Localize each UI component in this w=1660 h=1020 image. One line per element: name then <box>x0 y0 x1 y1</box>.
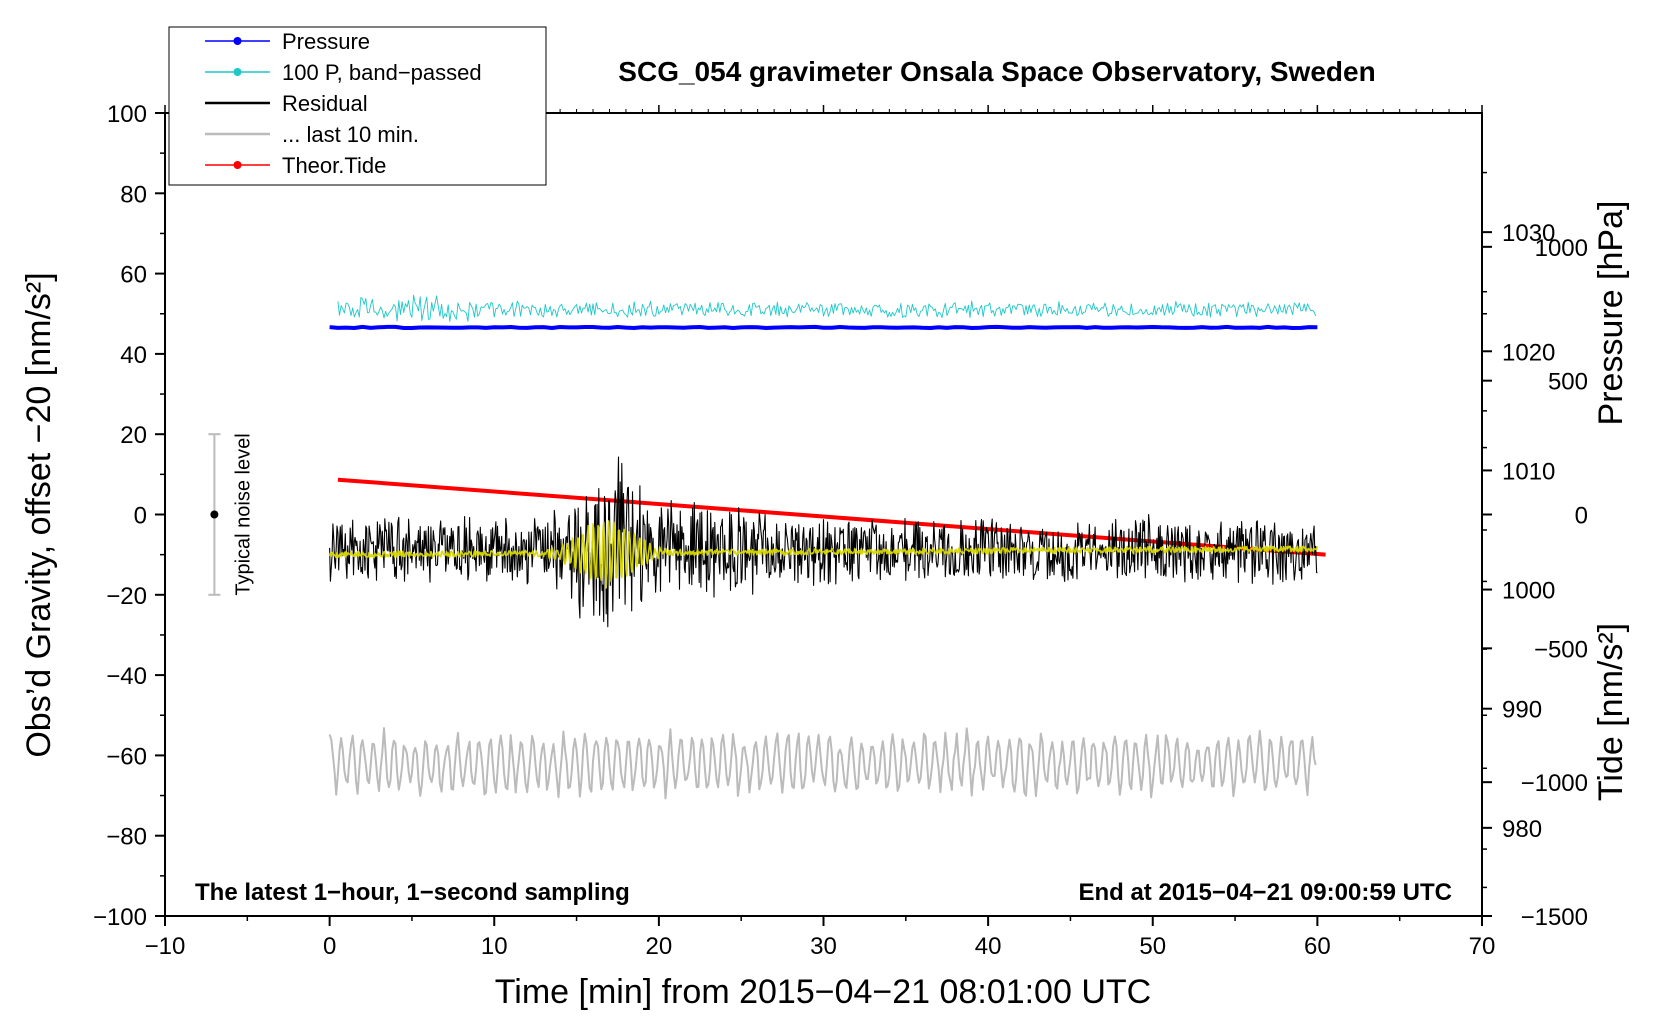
legend-marker <box>233 161 242 169</box>
x-tick-label: −10 <box>145 933 186 960</box>
legend-label: Residual <box>282 91 368 116</box>
noise-bar-label: Typical noise level <box>232 433 254 595</box>
noise-bar-dot <box>210 510 219 519</box>
x-tick-label: 10 <box>481 933 508 960</box>
legend-marker <box>233 37 242 45</box>
y-axis-tide: −1500 −1000 −500 0 500 1000 <box>1482 235 1588 931</box>
pressure-tick-label: 980 <box>1502 816 1542 843</box>
y-axis-pressure: 980 990 1000 1010 1020 1030 <box>1482 171 1555 889</box>
pressure-tick-label: 990 <box>1502 697 1542 724</box>
pressure-tick-label: 1000 <box>1502 578 1555 605</box>
noise-level-indicator: Typical noise level <box>208 433 254 596</box>
chart-title: SCG_054 gravimeter Onsala Space Observat… <box>618 56 1375 87</box>
legend-label: ... last 10 min. <box>282 122 419 147</box>
tide-tick-label: 500 <box>1548 369 1588 396</box>
y-tick-label: −60 <box>106 743 147 770</box>
x-tick-label: 20 <box>646 933 673 960</box>
tide-tick-label: 0 <box>1575 503 1588 530</box>
y-tick-label: 40 <box>120 342 147 369</box>
x-tick-label: 30 <box>810 933 837 960</box>
y-axis-left: −100 −80 −60 −40 −20 0 20 40 60 80 100 <box>93 101 165 931</box>
y-tick-label: −100 <box>93 904 147 931</box>
x-axis: −10 0 10 20 30 40 50 60 70 <box>145 105 1496 960</box>
legend-label: Pressure <box>282 29 370 54</box>
series-residual <box>329 456 1318 628</box>
y-tick-label: 80 <box>120 181 147 208</box>
legend-box <box>168 26 547 186</box>
pressure-tick-label: 1020 <box>1502 339 1555 366</box>
y-tick-label: 0 <box>134 503 147 530</box>
pressure-tick-label: 1030 <box>1502 220 1555 247</box>
tide-tick-label: −500 <box>1534 636 1588 663</box>
y-tick-label: 20 <box>120 422 147 449</box>
tide-tick-label: −1500 <box>1521 904 1588 931</box>
y-tick-label: 60 <box>120 262 147 289</box>
pressure-tick-label: 1010 <box>1502 458 1555 485</box>
legend-label: Theor.Tide <box>282 153 386 178</box>
series-100-p-band-passed <box>337 294 1317 322</box>
y-tick-label: −40 <box>106 663 147 690</box>
tide-tick-label: −1000 <box>1521 770 1588 797</box>
legend-label: 100 P, band−passed <box>282 60 482 85</box>
y-tick-label: −80 <box>106 824 147 851</box>
x-tick-label: 0 <box>323 933 336 960</box>
series-layer <box>328 294 1326 800</box>
series-pressure <box>329 324 1318 330</box>
annotation-sampling: The latest 1−hour, 1−second sampling <box>195 879 630 906</box>
y-tick-label: 100 <box>107 101 147 128</box>
legend-marker <box>233 68 242 76</box>
x-tick-label: 50 <box>1139 933 1166 960</box>
series-low-pass-residual <box>328 520 1319 589</box>
y-axis-title-tide: Tide [nm/s²] <box>1592 623 1630 801</box>
series-last-10-min <box>328 727 1317 800</box>
annotation-end-time: End at 2015−04−21 09:00:59 UTC <box>1078 879 1452 906</box>
x-tick-label: 70 <box>1469 933 1496 960</box>
x-axis-title: Time [min] from 2015−04−21 08:01:00 UTC <box>495 973 1151 1011</box>
y-tick-label: −20 <box>106 583 147 610</box>
x-tick-label: 40 <box>975 933 1002 960</box>
x-tick-label: 60 <box>1304 933 1331 960</box>
y-axis-title-left: Obs’d Gravity, offset −20 [nm/s²] <box>20 272 58 757</box>
y-axis-title-pressure: Pressure [hPa] <box>1592 201 1630 426</box>
tide-tick-label: 1000 <box>1535 235 1588 262</box>
legend: Pressure 100 P, band−passed Residual ... la… <box>168 26 547 186</box>
